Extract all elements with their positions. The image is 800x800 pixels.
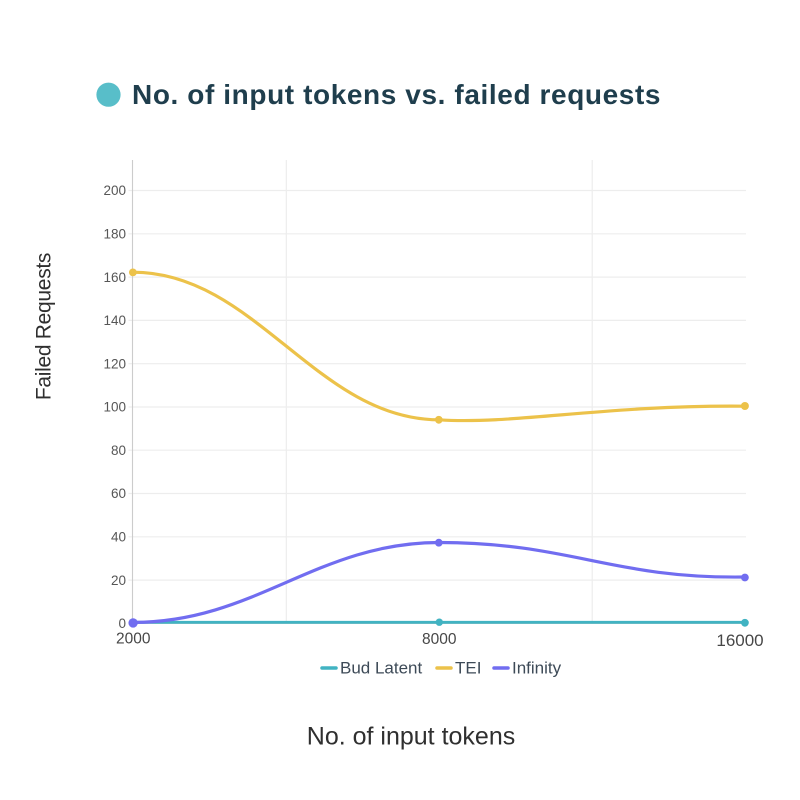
svg-text:60: 60 [111,486,126,501]
svg-text:Infinity: Infinity [512,659,562,678]
svg-text:120: 120 [103,356,126,371]
svg-text:Bud Latent: Bud Latent [340,659,423,678]
svg-text:100: 100 [103,400,126,415]
svg-text:200: 200 [103,183,126,198]
svg-text:20: 20 [111,573,126,588]
svg-text:8000: 8000 [422,631,457,648]
svg-text:16000: 16000 [716,631,763,650]
svg-text:2000: 2000 [116,631,151,648]
svg-text:160: 160 [103,270,126,285]
svg-text:0: 0 [118,616,126,631]
svg-text:80: 80 [111,443,126,458]
svg-text:No. of input tokens: No. of input tokens [307,722,515,750]
svg-text:Failed Requests: Failed Requests [33,253,56,400]
svg-text:180: 180 [103,227,126,242]
svg-text:40: 40 [111,530,126,545]
svg-text:TEI: TEI [455,659,481,678]
svg-text:140: 140 [103,313,126,328]
svg-text:No. of input tokens vs. failed: No. of input tokens vs. failed requests [132,79,661,110]
